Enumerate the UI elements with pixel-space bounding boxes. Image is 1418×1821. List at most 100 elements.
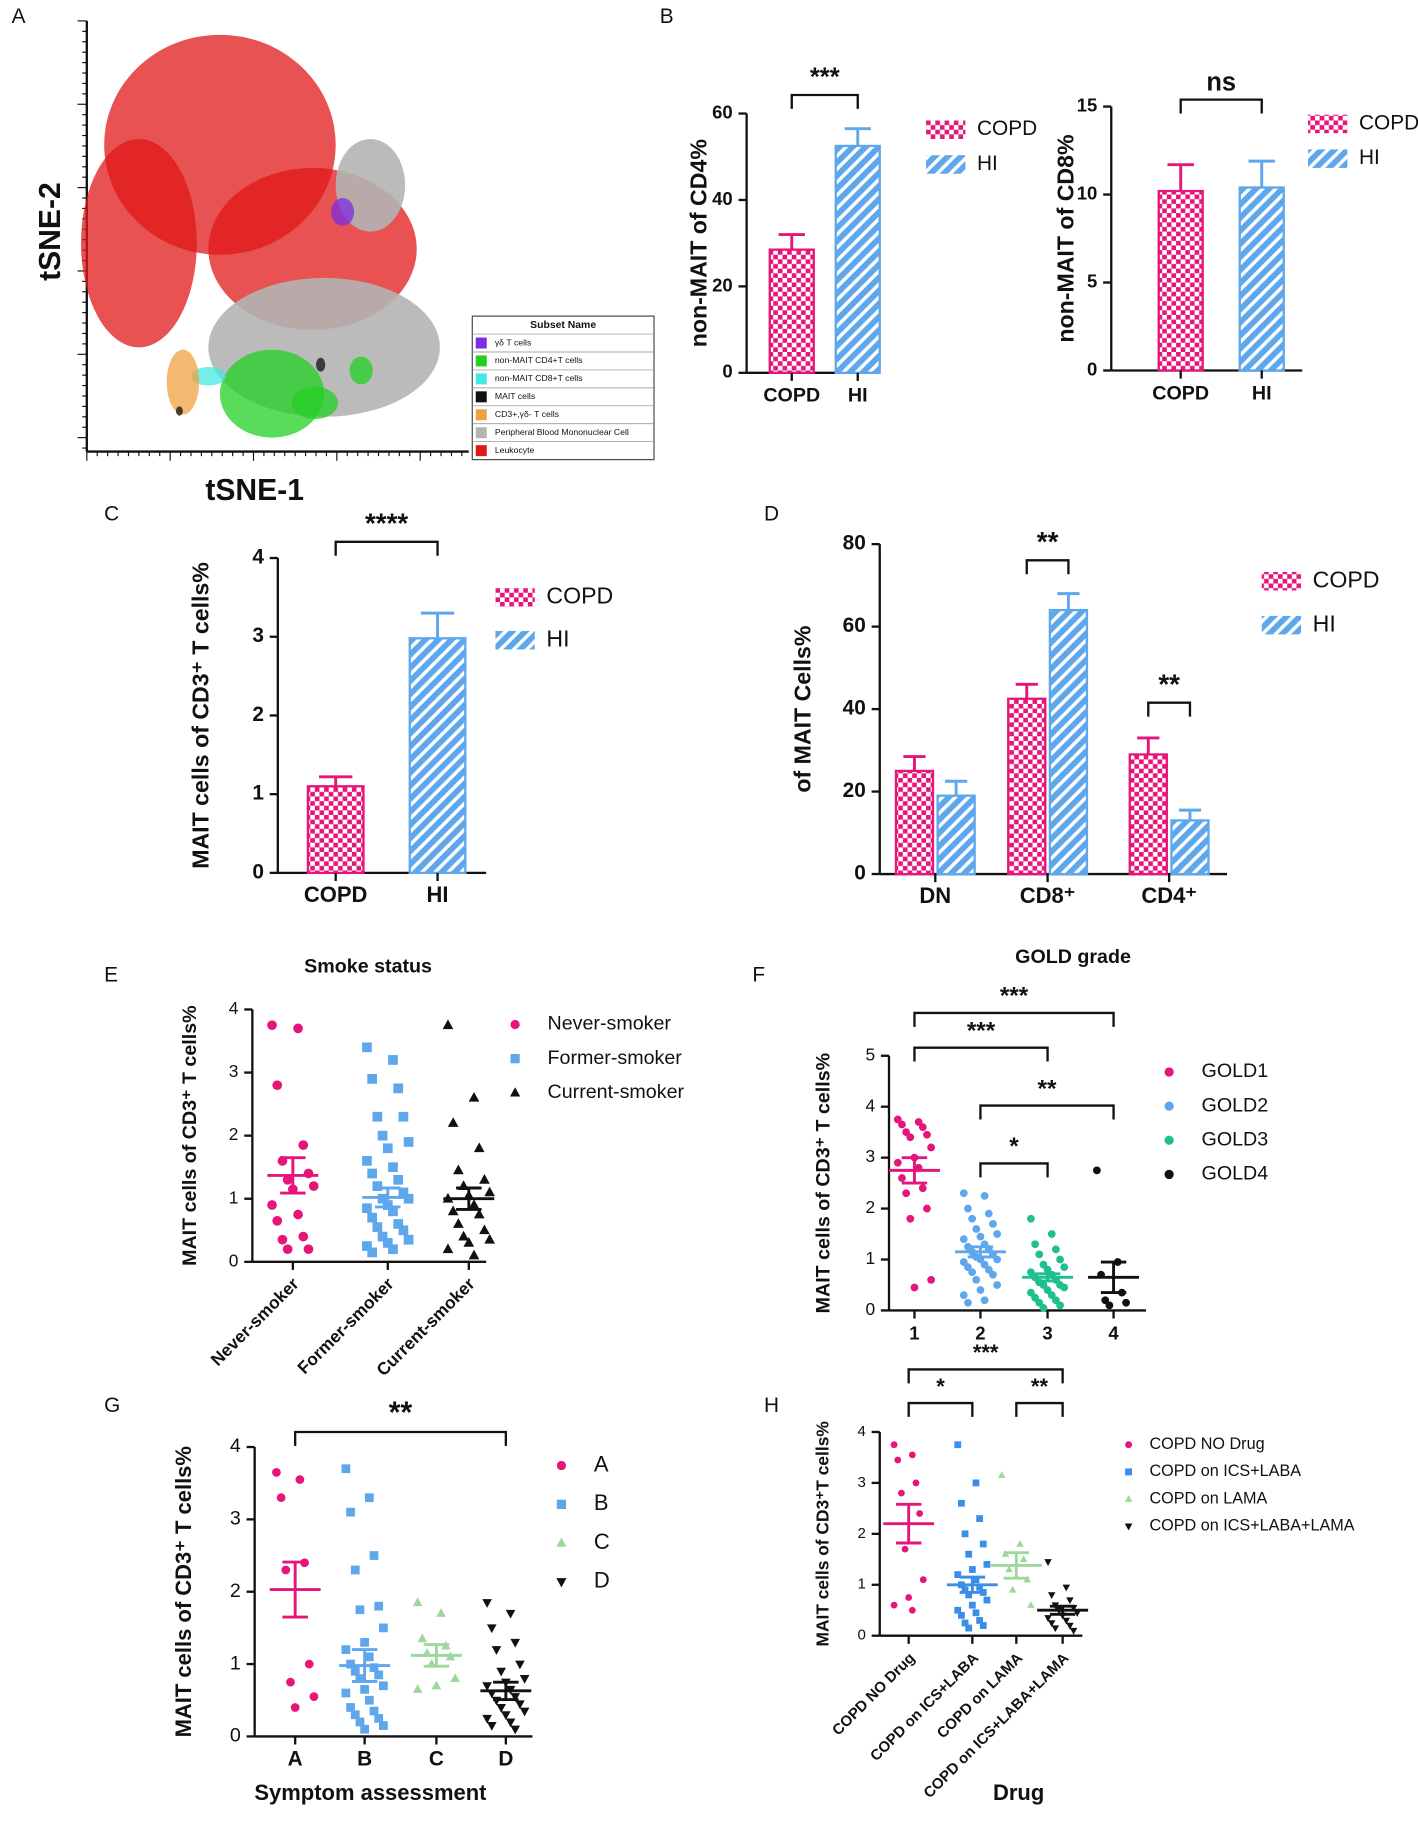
data-point <box>298 1140 309 1150</box>
legend-label: GOLD2 <box>1202 1094 1269 1116</box>
y-tick-label: 4 <box>857 1423 865 1440</box>
data-point <box>388 1055 398 1065</box>
data-point <box>295 1475 305 1484</box>
y-axis-label: MAIT cells of CD3⁺ T cells% <box>171 1446 196 1737</box>
data-point <box>912 1479 920 1487</box>
x-tick-label: COPD <box>304 882 368 907</box>
x-tick-label: B <box>357 1747 372 1770</box>
legend-marker <box>510 1087 521 1097</box>
data-point <box>989 1270 997 1279</box>
data-point <box>473 1142 485 1153</box>
data-point <box>1039 1303 1048 1312</box>
data-point <box>1044 1559 1052 1566</box>
y-tick-label: 3 <box>857 1474 865 1491</box>
y-tick-label: 0 <box>865 1299 875 1319</box>
data-point <box>450 1673 460 1683</box>
data-point <box>1060 1263 1069 1272</box>
data-point <box>1047 1592 1056 1600</box>
y-tick-label: 0 <box>252 860 264 883</box>
legend-swatch <box>1261 571 1302 591</box>
legend-label: HI <box>546 625 569 651</box>
y-tick-label: 2 <box>252 703 264 726</box>
data-point <box>980 1191 989 1200</box>
data-point <box>972 1609 980 1617</box>
data-point <box>968 1601 976 1609</box>
legend-label: Peripheral Blood Mononuclear Cell <box>495 427 629 437</box>
cluster <box>190 367 226 386</box>
x-tick-label: CD4⁺ <box>1141 883 1197 908</box>
data-point <box>360 1637 370 1647</box>
data-point <box>484 1233 495 1244</box>
data-point <box>276 1493 286 1503</box>
y-tick-label: 2 <box>865 1197 875 1217</box>
y-tick-label: 20 <box>712 274 733 295</box>
data-point <box>362 1203 372 1214</box>
y-tick-label: 0 <box>230 1725 241 1747</box>
significance-label: * <box>1009 1133 1019 1160</box>
legend-swatch <box>495 588 535 607</box>
data-point <box>923 1204 931 1213</box>
y-tick-label: 0 <box>854 862 866 885</box>
bar <box>936 794 976 876</box>
data-point <box>267 1200 277 1210</box>
data-point <box>1008 1585 1017 1593</box>
data-point <box>1093 1166 1101 1175</box>
y-tick-label: 60 <box>843 614 866 637</box>
data-point <box>927 1143 936 1152</box>
data-point <box>1047 1620 1056 1628</box>
data-point <box>369 1663 379 1673</box>
significance-bracket <box>334 540 439 556</box>
data-point <box>965 1550 973 1558</box>
data-point <box>479 1173 490 1184</box>
data-point <box>372 1111 383 1122</box>
chart-title: Smoke status <box>304 955 432 977</box>
x-axis-label: Symptom assessment <box>254 1780 487 1805</box>
data-point <box>979 1622 987 1629</box>
data-point <box>496 1667 506 1677</box>
data-point <box>362 1156 372 1166</box>
data-point <box>382 1238 393 1248</box>
x-tick-label: CD8⁺ <box>1020 883 1076 908</box>
significance-bracket <box>907 1401 974 1417</box>
legend-label: COPD <box>1359 111 1418 134</box>
significance-bracket <box>907 1368 1064 1384</box>
data-point <box>393 1083 404 1094</box>
legend-swatch <box>926 120 966 139</box>
legend-marker <box>1125 1468 1133 1476</box>
x-tick-label: A <box>288 1747 303 1770</box>
y-tick-label: 3 <box>230 1508 241 1530</box>
data-point <box>293 1209 303 1220</box>
data-point <box>277 1234 288 1245</box>
data-point <box>436 1608 446 1617</box>
data-point <box>1027 1601 1035 1608</box>
legend-label: COPD NO Drug <box>1149 1435 1264 1453</box>
data-point <box>341 1645 351 1654</box>
cluster <box>166 349 200 415</box>
data-point <box>964 1298 972 1307</box>
legend-marker <box>556 1499 567 1509</box>
data-point <box>972 1479 980 1487</box>
data-point <box>398 1225 409 1236</box>
legend-swatch <box>495 630 535 650</box>
legend-swatch <box>475 337 487 349</box>
bar <box>1157 189 1204 372</box>
data-point <box>468 1249 480 1260</box>
y-tick-label: 0 <box>857 1627 865 1644</box>
bar <box>1170 819 1210 876</box>
y-axis-label: MAIT cells of CD3⁺T cells% <box>813 1421 833 1646</box>
bar <box>1007 697 1047 876</box>
y-tick-label: 2 <box>230 1580 241 1602</box>
data-point <box>379 1623 388 1633</box>
y-tick-label: 0 <box>722 361 732 382</box>
data-point <box>1052 1245 1060 1254</box>
data-point <box>906 1214 915 1223</box>
data-point <box>417 1633 428 1643</box>
bar <box>306 785 365 875</box>
data-point <box>906 1133 915 1142</box>
data-point <box>959 1235 968 1244</box>
data-point <box>360 1724 370 1734</box>
significance-label: ** <box>1031 1374 1049 1399</box>
y-axis-label: non-MAIT of CD4% <box>685 139 711 347</box>
legend-marker <box>1164 1135 1174 1145</box>
y-tick-label: 5 <box>1087 270 1097 291</box>
